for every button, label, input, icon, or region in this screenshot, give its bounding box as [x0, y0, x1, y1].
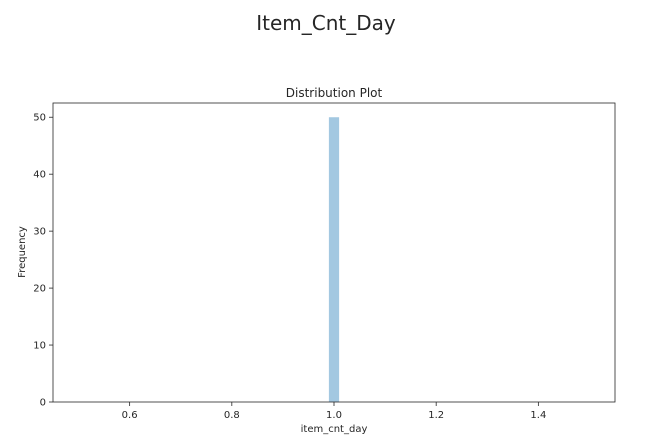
- chart-title: Distribution Plot: [286, 86, 383, 100]
- x-axis-label: item_cnt_day: [301, 424, 368, 435]
- figure-suptitle: Item_Cnt_Day: [256, 11, 396, 35]
- histogram-bar-0: [328, 117, 340, 402]
- x-tick-label-4: 1.4: [530, 410, 546, 421]
- x-tick-label-3: 1.2: [428, 410, 444, 421]
- y-tick-label-0: 0: [40, 398, 46, 409]
- y-tick-label-1: 10: [33, 341, 46, 352]
- y-tick-label-4: 40: [33, 170, 46, 181]
- x-tick-label-2: 1.0: [326, 410, 342, 421]
- x-tick-label-1: 0.8: [224, 410, 240, 421]
- y-tick-label-2: 20: [33, 284, 46, 295]
- x-axis-ticks: 0.6 0.8 1.0 1.2 1.4: [122, 402, 546, 421]
- y-tick-label-5: 50: [33, 113, 46, 124]
- y-tick-label-3: 30: [33, 227, 46, 238]
- y-axis-ticks: 0 10 20 30 40 50: [33, 113, 53, 409]
- x-tick-label-0: 0.6: [122, 410, 138, 421]
- histogram-bars: [328, 117, 340, 402]
- y-axis-label: Frequency: [17, 226, 28, 278]
